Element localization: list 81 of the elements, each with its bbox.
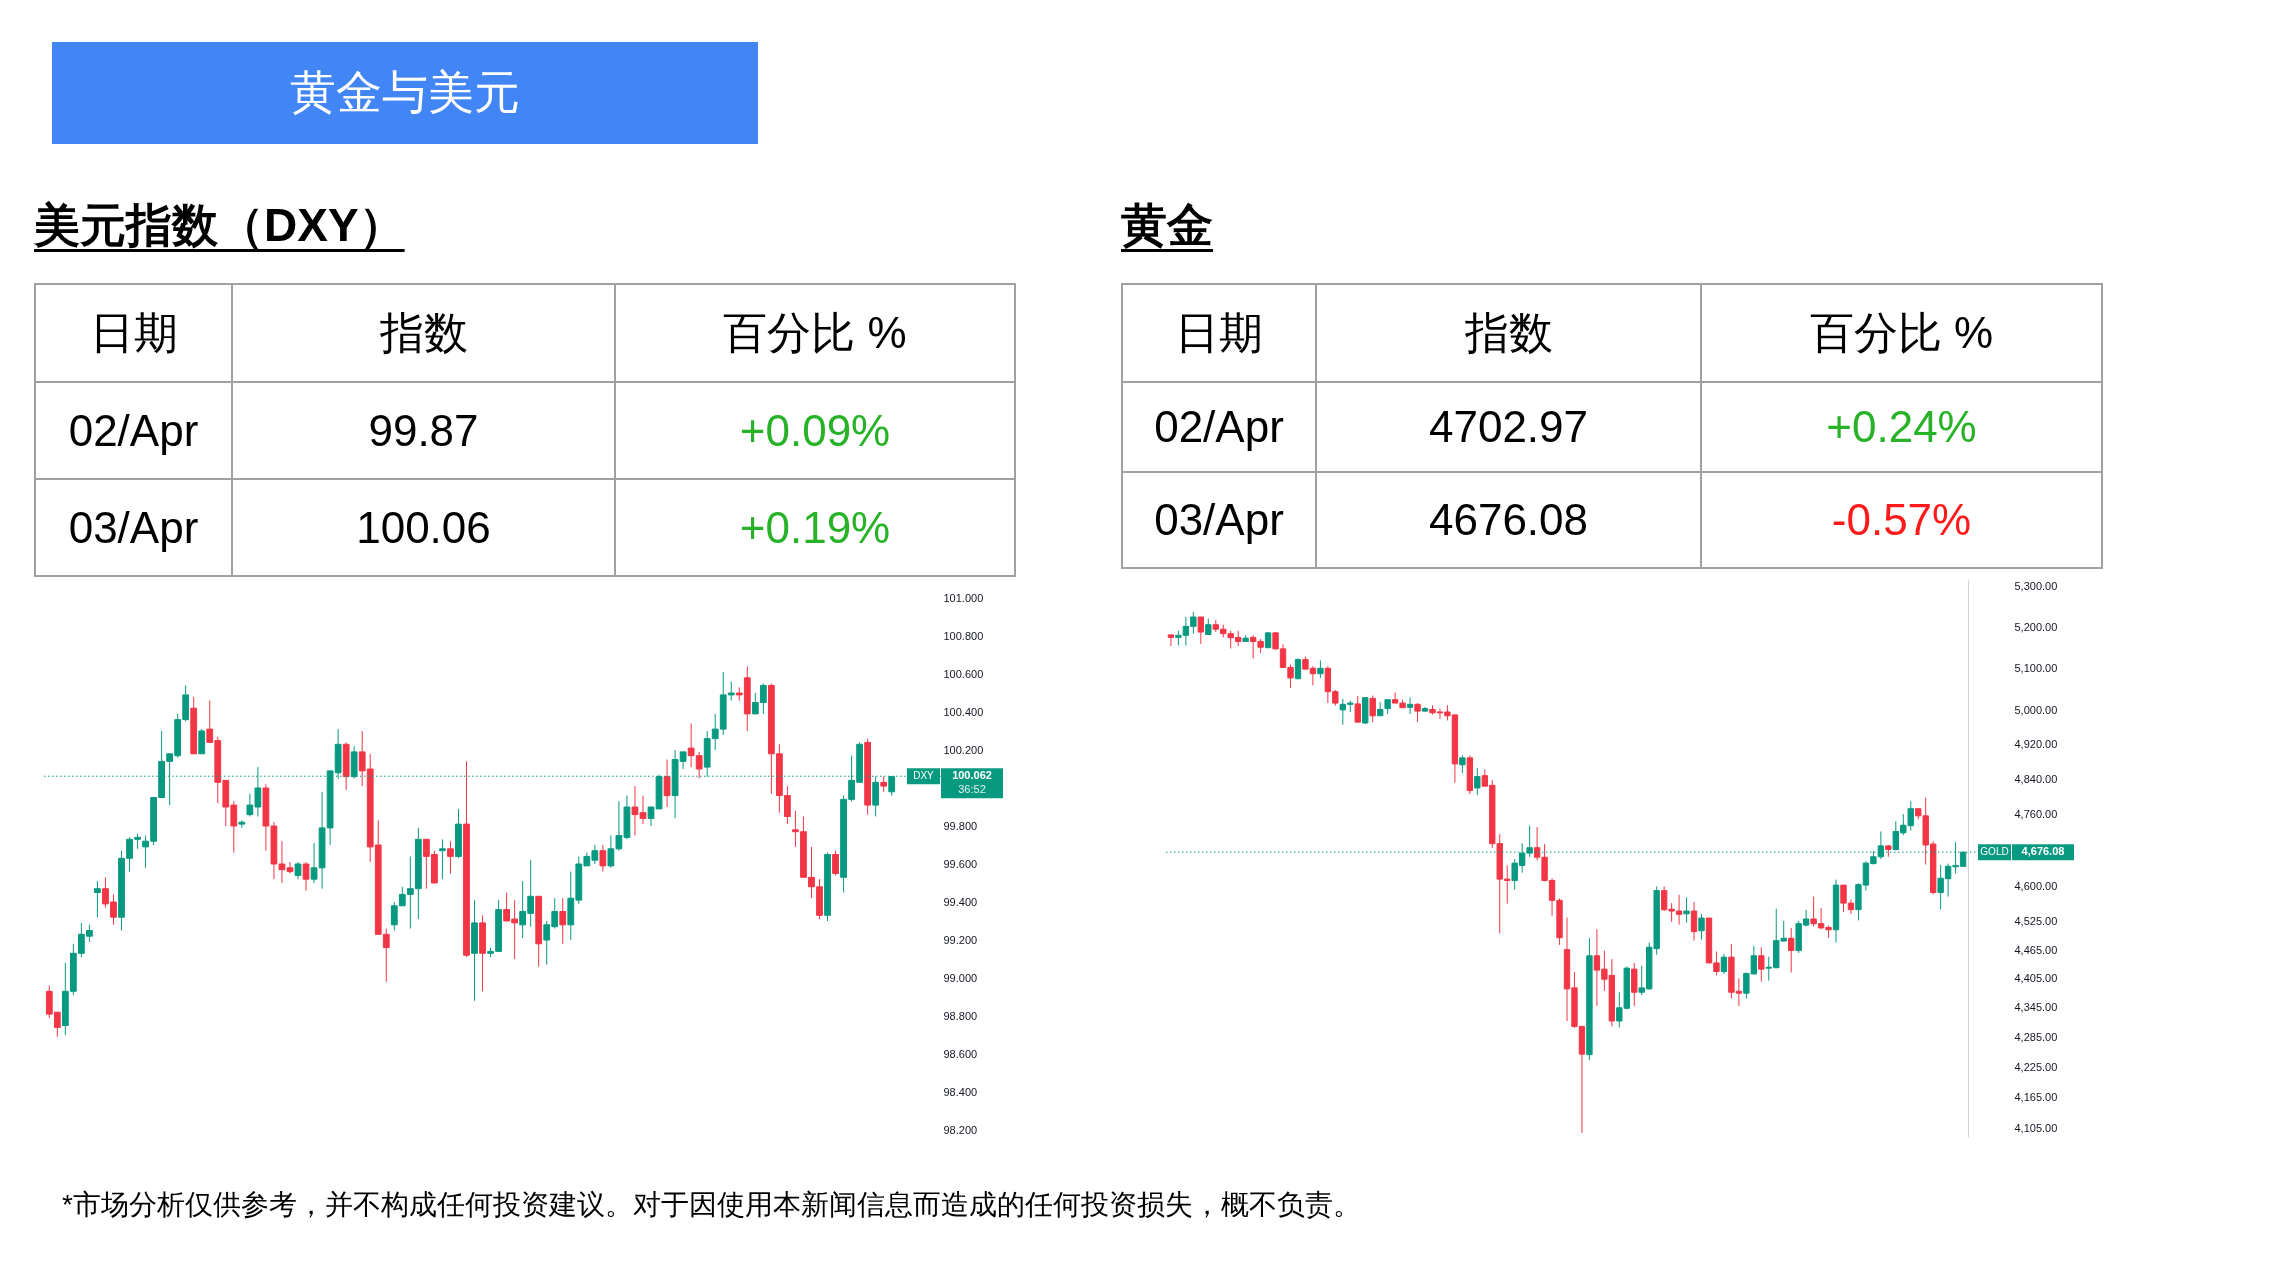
y-tick-label: 4,225.00 [2014, 1060, 2058, 1073]
y-tick-label: 4,345.00 [2014, 1001, 2058, 1014]
text: 指数 [1316, 284, 1701, 382]
text: 100.06 [232, 479, 615, 576]
candlestick [1758, 946, 1765, 983]
candlestick [1406, 697, 1414, 715]
text: 指数 [232, 284, 615, 382]
y-tick-label: 4,600.00 [2014, 880, 2058, 893]
text: 4702.97 [1316, 382, 1701, 472]
candlestick [1683, 897, 1690, 924]
y-tick-label: 4,285.00 [2014, 1030, 2058, 1043]
text: GOLD [1980, 846, 2009, 858]
text: 美元指数（DXY） [34, 198, 405, 253]
y-tick-label: 4,405.00 [2014, 972, 2058, 985]
y-tick-label: 4,105.00 [2014, 1121, 2058, 1134]
y-tick-label: 99.800 [943, 819, 978, 832]
y-tick-label: 99.000 [943, 971, 978, 984]
y-tick-label: 4,525.00 [2014, 915, 2058, 928]
candlestick [1474, 767, 1481, 796]
text: 黄金 [1121, 198, 1213, 253]
text: +0.19% [615, 479, 1015, 576]
text: 02/Apr [1122, 382, 1316, 472]
candlestick [832, 850, 839, 876]
ref-line-label: 4,676.08 [2021, 845, 2065, 858]
text: +0.24% [1701, 382, 2102, 472]
candlestick [1197, 616, 1205, 645]
text: DXY [913, 770, 935, 782]
text: *市场分析仅供参考，并不构成任何投资建议。对于因使用本新闻信息而造成的任何投资损失，概不负责。 [62, 1188, 1361, 1222]
y-tick-label: 4,920.00 [2014, 737, 2058, 750]
y-tick-label: 5,300.00 [2014, 580, 2058, 593]
candlestick [94, 880, 101, 918]
y-tick-label: 5,000.00 [2014, 703, 2058, 716]
candlestick [1698, 913, 1705, 941]
candlestick [447, 840, 454, 874]
candlestick [439, 838, 446, 880]
text: 日期 [35, 284, 232, 382]
text: 03/Apr [1122, 472, 1316, 568]
text: 4676.08 [1316, 472, 1701, 568]
candlestick [1690, 901, 1698, 942]
y-tick-label: 98.200 [943, 1123, 978, 1136]
candlestick [1167, 634, 1175, 647]
y-tick-label: 4,165.00 [2014, 1090, 2058, 1103]
y-tick-label: 100.200 [943, 743, 984, 756]
candlestick [198, 728, 206, 755]
text: 百分比 % [1701, 284, 2102, 382]
candlestick [1788, 927, 1795, 973]
y-tick-label: 98.800 [943, 1009, 978, 1022]
candlestick [1720, 953, 1728, 975]
text: -0.57% [1701, 472, 2102, 568]
y-tick-label: 98.400 [943, 1085, 978, 1098]
candlestick [1354, 695, 1361, 723]
y-tick-label: 99.400 [943, 895, 978, 908]
text: 03/Apr [35, 479, 232, 576]
y-tick-label: 5,100.00 [2014, 661, 2058, 674]
y-tick-label: 100.600 [943, 667, 984, 680]
text: +0.09% [615, 382, 1015, 479]
y-tick-label: 98.600 [943, 1047, 978, 1060]
y-tick-label: 4,465.00 [2014, 943, 2058, 956]
candlestick [1631, 962, 1638, 1007]
candlestick [559, 897, 567, 945]
y-tick-label: 100.800 [943, 629, 984, 642]
candlestick [872, 776, 880, 817]
candlestick [302, 861, 310, 892]
text: 日期 [1122, 284, 1316, 382]
y-tick-label: 99.200 [943, 933, 978, 946]
text: 99.87 [232, 382, 615, 479]
candlestick [1369, 694, 1376, 723]
candlestick [1414, 702, 1421, 723]
y-tick-label: 100.400 [943, 705, 984, 718]
candlestick [663, 759, 671, 808]
y-tick-label: 101.000 [943, 591, 984, 604]
y-tick-label: 99.600 [943, 857, 978, 870]
ref-line-label: 100.062 [952, 769, 992, 782]
candlestick [599, 844, 607, 873]
text: 36:52 [958, 783, 986, 796]
y-tick-label: 4,840.00 [2014, 772, 2058, 785]
y-tick-label: 4,760.00 [2014, 808, 2058, 820]
text: 百分比 % [615, 284, 1015, 382]
text: 02/Apr [35, 382, 232, 479]
y-tick-label: 5,200.00 [2014, 620, 2058, 633]
text: 黄金与美元 [52, 42, 758, 144]
